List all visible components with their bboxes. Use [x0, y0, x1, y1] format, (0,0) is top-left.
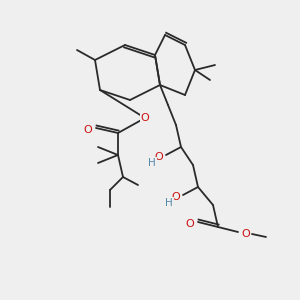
Text: O: O	[172, 192, 180, 202]
Text: O: O	[186, 219, 194, 229]
Text: H: H	[148, 158, 156, 168]
Text: O: O	[141, 113, 149, 123]
Text: H: H	[165, 198, 173, 208]
Text: O: O	[154, 152, 164, 162]
Text: O: O	[84, 125, 92, 135]
Text: O: O	[242, 229, 250, 239]
